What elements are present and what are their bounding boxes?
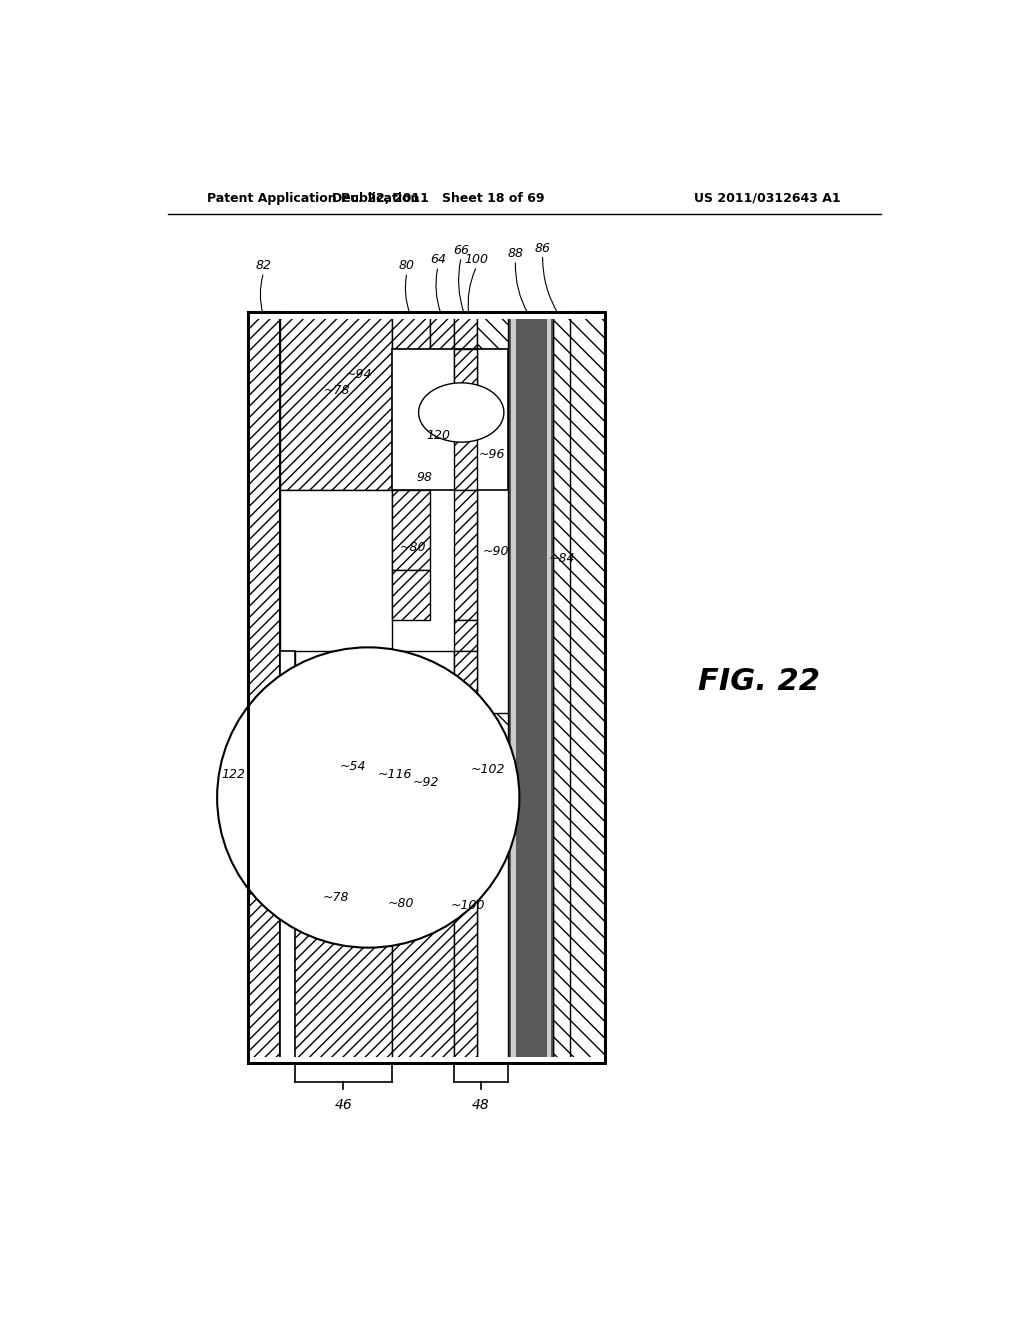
Bar (280, 651, 295, 1063)
Bar (547, 313, 551, 1063)
Bar (477, 350, 508, 1063)
Text: ~100: ~100 (451, 899, 484, 912)
Bar (430, 313, 454, 350)
Bar (454, 490, 477, 620)
Text: ~102: ~102 (471, 763, 506, 776)
Bar (477, 313, 508, 350)
Bar (391, 350, 508, 490)
Bar (454, 651, 477, 713)
Text: ~90: ~90 (483, 545, 509, 557)
Bar (248, 313, 604, 318)
Text: ~116: ~116 (378, 768, 413, 781)
Bar (553, 313, 569, 1063)
Bar (280, 490, 391, 851)
Text: 120: 120 (426, 429, 450, 442)
Text: 100: 100 (465, 253, 488, 267)
Bar (391, 651, 454, 851)
Text: ~80: ~80 (387, 898, 414, 911)
Bar (280, 851, 391, 1063)
Text: Patent Application Publication: Patent Application Publication (207, 191, 420, 205)
Text: 46: 46 (335, 1098, 352, 1111)
Bar (248, 313, 280, 1063)
Text: 66: 66 (454, 244, 469, 257)
Text: 48: 48 (472, 1098, 489, 1111)
Bar (248, 1057, 604, 1063)
Bar (391, 851, 454, 1063)
Bar (454, 313, 477, 389)
Text: Dec. 22, 2011   Sheet 18 of 69: Dec. 22, 2011 Sheet 18 of 69 (332, 191, 544, 205)
Circle shape (217, 647, 519, 948)
Text: 82: 82 (256, 259, 271, 272)
Bar (508, 313, 553, 1063)
Text: US 2011/0312643 A1: US 2011/0312643 A1 (694, 191, 841, 205)
Text: ~54: ~54 (340, 760, 366, 774)
Text: ~92: ~92 (413, 776, 439, 788)
Text: 122: 122 (222, 768, 246, 781)
Bar (477, 713, 508, 851)
Bar (454, 350, 477, 490)
Text: ~78: ~78 (323, 891, 349, 904)
Text: ~78: ~78 (324, 384, 350, 397)
Bar (454, 713, 477, 759)
Text: 80: 80 (399, 259, 415, 272)
Bar (454, 620, 477, 651)
Bar (511, 313, 515, 1063)
Bar (569, 313, 604, 1063)
Text: ~96: ~96 (479, 449, 506, 462)
Bar (391, 570, 430, 620)
Bar (248, 313, 604, 1063)
Bar (295, 651, 391, 851)
Text: 64: 64 (430, 253, 446, 267)
Bar (454, 350, 477, 389)
Polygon shape (419, 383, 504, 442)
Bar (280, 313, 391, 490)
Bar (454, 759, 477, 1063)
Text: ~84: ~84 (549, 552, 575, 565)
Text: 98: 98 (416, 471, 432, 484)
Text: 86: 86 (535, 242, 551, 255)
Text: ~80: ~80 (400, 541, 426, 554)
Text: ~94: ~94 (346, 367, 372, 380)
Bar (391, 490, 430, 570)
Text: FIG. 22: FIG. 22 (697, 668, 819, 697)
Text: 88: 88 (508, 247, 523, 260)
Bar (391, 313, 430, 350)
